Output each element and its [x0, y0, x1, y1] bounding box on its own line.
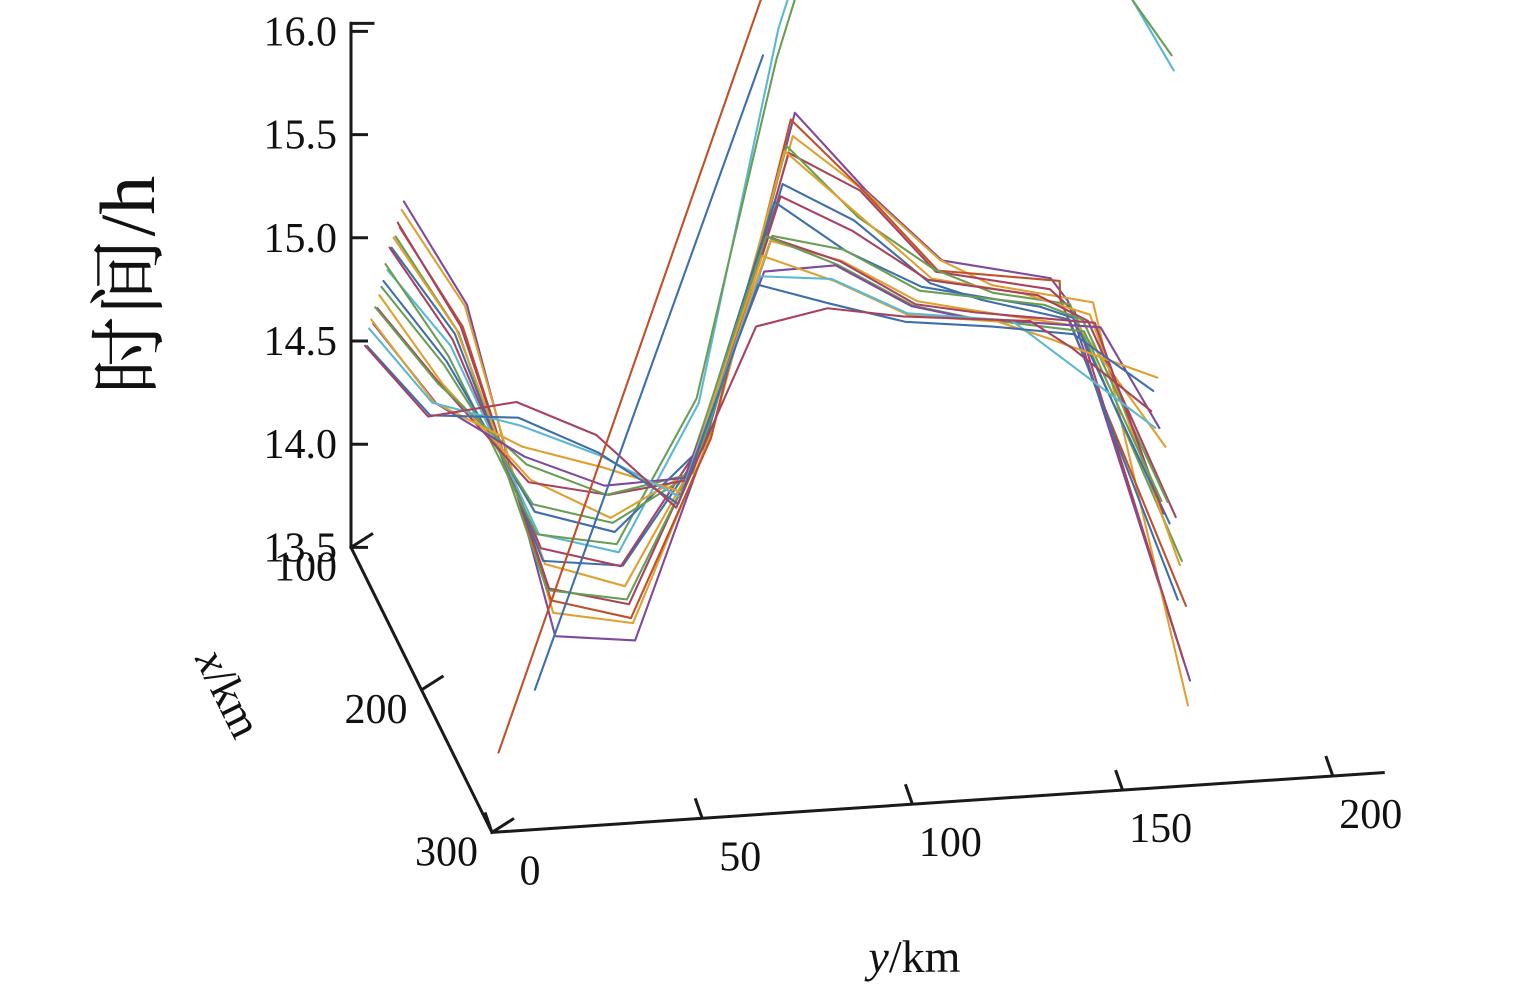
svg-text:0: 0 — [520, 848, 541, 894]
svg-text:200: 200 — [1339, 792, 1402, 838]
svg-text:150: 150 — [1129, 806, 1192, 852]
svg-text:x/km: x/km — [185, 640, 272, 746]
svg-text:300: 300 — [415, 829, 478, 875]
svg-text:200: 200 — [345, 687, 408, 733]
svg-text:y/km: y/km — [864, 931, 960, 982]
svg-text:/h: /h — [84, 176, 171, 237]
svg-text:50: 50 — [719, 834, 761, 880]
svg-text:14.5: 14.5 — [264, 319, 338, 365]
svg-text:15.5: 15.5 — [264, 113, 338, 159]
svg-text:14.0: 14.0 — [264, 422, 338, 468]
svg-text:15.0: 15.0 — [264, 216, 338, 262]
svg-text:16.0: 16.0 — [264, 9, 338, 55]
svg-text:100: 100 — [919, 820, 982, 866]
svg-text:100: 100 — [274, 544, 337, 590]
